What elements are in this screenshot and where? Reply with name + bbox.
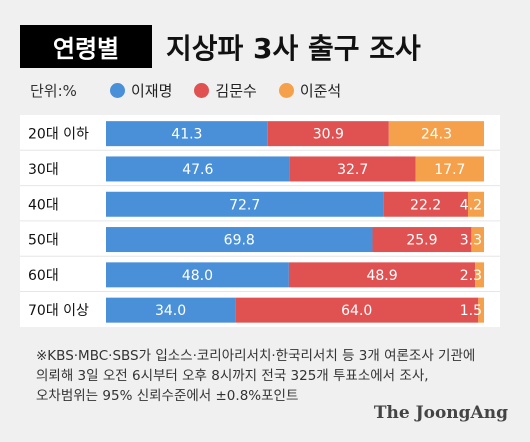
data-label: 72.7 [229,197,260,213]
bar-segment [235,297,479,323]
bar-segment [471,227,484,253]
bar-segment [475,262,484,288]
bar-segment [467,191,484,217]
stacked-bar-chart: 20대 이하 41.3 30.9 24.3 30대 47.6 32.7 17.7 40대 72.7… [20,121,500,323]
legend-item-lee: 이재명 [110,80,172,101]
data-label: 41.3 [171,127,202,143]
legend-label-lee: 이재명 [131,82,173,100]
page-title: 지상파 3사 출구 조사 [166,32,421,65]
data-label: 2.3 [460,268,482,284]
unit-label: 단위:% [30,82,77,100]
data-label: 48.9 [366,268,397,284]
data-label: 3.3 [460,233,482,249]
footnote-line-1: ※KBS·MBC·SBS가 입소스·코리아리서치·한국리서치 등 3개 여론조사… [36,348,476,364]
data-label: 34.0 [155,303,186,319]
category-label: 40대 [28,197,59,213]
data-label: 30.9 [313,127,344,143]
bar-segment [106,262,289,288]
legend-swatch-lee2 [278,83,294,98]
category-label: 60대 [28,268,59,284]
data-label: 1.5 [460,303,482,319]
data-label: 22.2 [410,197,441,213]
footnote-line-3: 오차범위는 95% 신뢰수준에서 ±0.8%포인트 [36,388,299,404]
bar-segment [388,121,484,147]
data-label: 48.0 [182,268,213,284]
category-label: 50대 [28,233,59,249]
bar-segment [106,297,236,323]
data-label: 24.3 [421,127,452,143]
section-tag: 연령별 [20,25,152,68]
data-label: 17.7 [434,162,465,178]
bar-segment [478,297,484,323]
category-label: 20대 이하 [28,127,89,143]
bar-segment [106,156,290,182]
bar-segment [106,121,268,147]
bar-segment [383,191,468,217]
bar-segment [267,121,389,147]
data-label: 32.7 [337,162,368,178]
data-label: 47.6 [182,162,213,178]
footnote-line-2: 의뢰해 3일 오전 6시부터 오후 8시까지 전국 325개 투표소에서 조사, [36,368,429,384]
legend-label-lee2: 이준석 [299,82,342,100]
legend-swatch-kim [194,83,210,98]
brand-logo: The JoongAng [373,403,508,423]
data-label: 64.0 [341,303,372,319]
legend-swatch-lee [110,83,125,98]
bar-segment [372,227,472,253]
data-label: 69.8 [224,233,255,249]
bar-segment [106,191,384,217]
category-label: 30대 [28,162,59,178]
legend-item-kim: 김문수 [194,80,257,101]
legend: 이재명 김문수 이준석 [110,80,341,101]
bar-segment [415,156,484,182]
bar-segment [289,156,416,182]
category-label: 70대 이상 [28,303,89,319]
bar-segment [106,227,373,253]
chart-panel: 20대 이하 41.3 30.9 24.3 30대 47.6 32.7 17.7 40대 72.7… [20,115,500,327]
legend-label-kim: 김문수 [215,82,257,100]
legend-item-lee2: 이준석 [278,80,342,101]
bar-segment [288,262,476,288]
data-label: 4.2 [460,197,482,213]
data-label: 25.9 [406,233,437,249]
